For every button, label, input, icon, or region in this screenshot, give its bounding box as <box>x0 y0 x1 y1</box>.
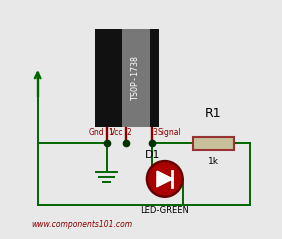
Bar <box>122 29 151 127</box>
Circle shape <box>147 161 182 197</box>
Text: TSOP-1738: TSOP-1738 <box>131 55 140 100</box>
Text: 2: 2 <box>127 128 131 137</box>
Text: 1: 1 <box>108 128 113 137</box>
Bar <box>95 29 159 127</box>
Text: www.components101.com: www.components101.com <box>32 220 133 229</box>
Text: 1k: 1k <box>208 157 219 166</box>
Bar <box>193 137 234 150</box>
Polygon shape <box>157 171 172 186</box>
Text: R1: R1 <box>205 107 222 120</box>
Text: LED-GREEN: LED-GREEN <box>140 206 189 215</box>
Text: D1: D1 <box>145 151 160 160</box>
Text: Gnd: Gnd <box>89 128 105 137</box>
Text: Vcc: Vcc <box>110 128 124 137</box>
Text: Signal: Signal <box>158 128 181 137</box>
Text: 3: 3 <box>153 128 158 137</box>
